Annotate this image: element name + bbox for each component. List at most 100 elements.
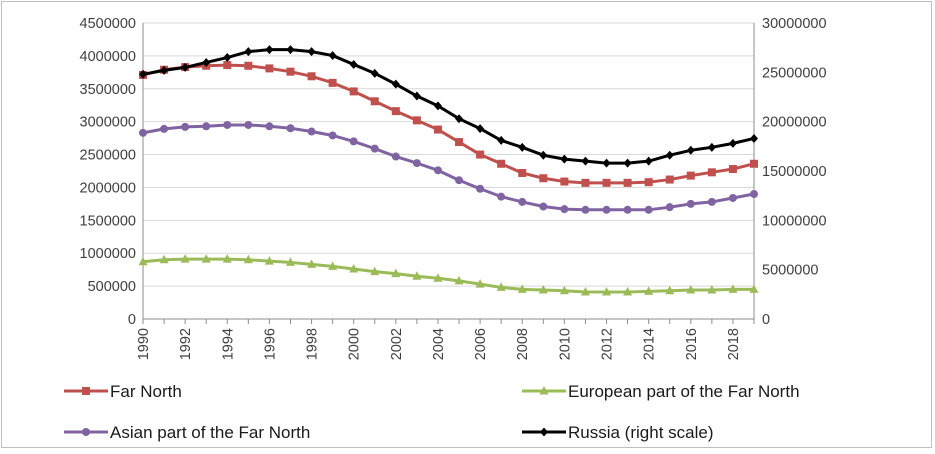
data-point: [265, 64, 274, 73]
data-point: [265, 45, 274, 55]
left-axis-tick-labels: 0 500000 1000000 1500000 2000000 2500000 30000…: [80, 16, 136, 328]
data-point: [391, 268, 401, 278]
data-point: [307, 47, 316, 57]
data-point: [159, 254, 169, 264]
data-point: [349, 137, 358, 146]
data-point: [349, 87, 358, 96]
data-point: [433, 273, 443, 282]
data-point: [560, 205, 569, 214]
data-point: [391, 79, 400, 89]
x-axis-tick-label: 1994: [220, 328, 236, 360]
data-point: [454, 275, 464, 285]
right-axis-tick-label: 15000000: [762, 164, 827, 180]
data-point: [286, 124, 295, 133]
right-axis-tick-label: 0: [762, 312, 770, 328]
x-axis-tick-label: 1990: [136, 328, 152, 360]
data-point: [750, 190, 758, 199]
x-axis-tick-label: 1998: [305, 328, 321, 360]
data-point: [223, 120, 232, 129]
data-point: [455, 138, 464, 147]
left-axis-tick-label: 3000000: [80, 115, 136, 131]
legend-swatch-marker: [540, 427, 548, 437]
data-point: [328, 131, 337, 140]
data-point: [560, 154, 569, 164]
series-russia-right-scale: [139, 45, 758, 168]
data-point: [370, 144, 379, 153]
left-axis-tick-label: 1000000: [80, 246, 136, 262]
data-point: [138, 256, 148, 266]
legend: Far North European part of the Far North A…: [64, 382, 800, 442]
data-point: [581, 205, 590, 214]
legend-item: Far North: [64, 382, 182, 401]
data-point: [560, 177, 569, 186]
data-point: [265, 122, 274, 131]
data-point: [412, 271, 422, 280]
series-asian-part-of-the-far-north: [139, 120, 758, 214]
data-point: [623, 205, 632, 214]
x-axis-tick-label: 2012: [600, 328, 616, 360]
data-point: [180, 254, 190, 263]
data-point: [728, 165, 737, 174]
data-point: [433, 125, 442, 134]
data-point: [602, 178, 611, 187]
data-point: [665, 285, 675, 295]
data-point: [496, 282, 506, 291]
data-point: [244, 61, 253, 70]
left-axis-tick-label: 500000: [88, 279, 136, 295]
data-point: [328, 261, 338, 270]
data-point: [707, 197, 716, 206]
data-point: [517, 284, 527, 293]
data-point: [750, 133, 758, 143]
right-axis-tick-label: 30000000: [762, 16, 827, 32]
data-point: [412, 159, 421, 168]
data-point: [223, 61, 232, 70]
data-point: [665, 175, 674, 184]
legend-label: Asian part of the Far North: [110, 423, 310, 442]
data-point: [728, 138, 737, 148]
data-point: [222, 254, 232, 263]
data-point: [518, 197, 527, 206]
data-point: [328, 51, 337, 61]
left-axis-tick-label: 2000000: [80, 180, 136, 196]
x-axis-tick-label: 2014: [642, 328, 658, 360]
data-point: [686, 199, 695, 208]
data-point: [750, 159, 758, 168]
data-point: [539, 202, 548, 211]
data-point: [476, 124, 485, 134]
series-lines: [138, 45, 759, 296]
data-point: [707, 168, 716, 177]
data-point: [644, 286, 654, 295]
series-far-north: [139, 61, 758, 187]
legend-swatch-marker: [539, 386, 549, 395]
x-axis-tick-label: 2004: [431, 328, 447, 360]
data-point: [497, 192, 506, 201]
data-point: [285, 257, 295, 266]
right-axis-tick-label: 10000000: [762, 213, 827, 229]
series-line: [142, 257, 754, 294]
right-axis-tick-label: 5000000: [762, 263, 818, 279]
data-point: [539, 150, 548, 160]
data-point: [433, 166, 442, 175]
data-point: [518, 168, 527, 177]
series-line: [142, 48, 755, 165]
right-axis-tick-label: 25000000: [762, 65, 827, 81]
left-axis-tick-label: 1500000: [80, 213, 136, 229]
data-point: [349, 264, 359, 273]
data-point: [623, 178, 632, 187]
data-point: [391, 107, 400, 116]
data-point: [686, 145, 695, 155]
data-point: [749, 284, 759, 293]
data-point: [497, 135, 506, 145]
data-point: [307, 259, 317, 268]
data-point: [307, 127, 316, 136]
data-point: [412, 91, 421, 101]
data-point: [202, 57, 211, 67]
data-point: [181, 122, 190, 131]
data-point: [370, 97, 379, 106]
data-point: [139, 69, 147, 79]
data-point: [518, 142, 527, 152]
left-axis-tick-label: 4000000: [80, 49, 136, 65]
data-point: [539, 174, 548, 183]
legend-item: Russia (right scale): [522, 423, 714, 442]
data-point: [707, 142, 716, 152]
